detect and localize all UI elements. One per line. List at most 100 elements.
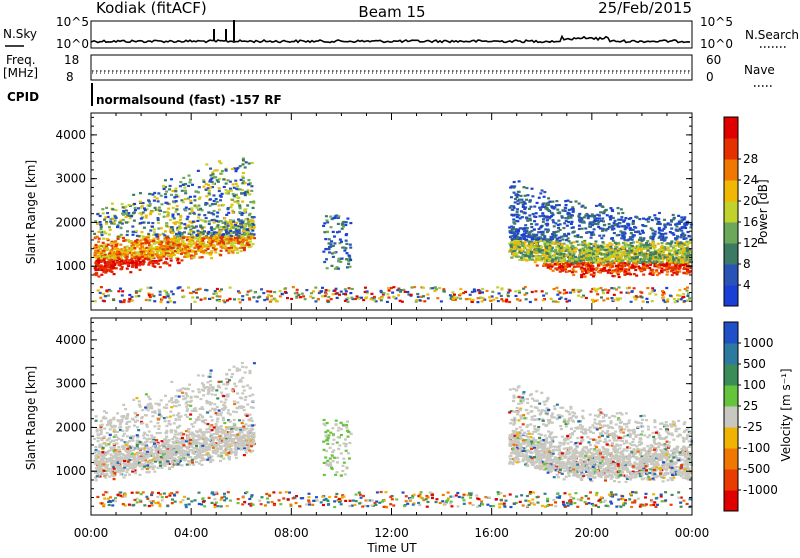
echo-cell	[188, 240, 191, 242]
echo-cell	[670, 240, 673, 242]
echo-cell	[539, 249, 542, 251]
echo-cell	[187, 185, 190, 187]
echo-cell	[129, 271, 132, 273]
echo-cell	[563, 259, 566, 261]
echo-cell	[151, 254, 154, 256]
echo-cell	[581, 252, 584, 254]
echo-cell	[139, 201, 142, 203]
echo-cell	[175, 200, 178, 202]
echo-cell	[94, 236, 97, 238]
echo-cell	[240, 250, 243, 252]
freq-label: Freq.	[6, 53, 36, 67]
echo-cell	[481, 300, 484, 302]
echo-cell	[338, 231, 341, 233]
echo-cell	[165, 202, 168, 204]
echo-cell	[634, 250, 637, 252]
echo-cell	[175, 208, 178, 210]
echo-cell	[677, 215, 680, 217]
echo-cell	[620, 265, 623, 267]
echo-cell	[560, 268, 563, 270]
echo-cell	[518, 259, 521, 261]
echo-cell	[242, 386, 245, 388]
echo-cell	[99, 224, 102, 226]
colorbar-swatch	[724, 117, 738, 139]
echo-cell	[649, 258, 652, 260]
echo-cell	[334, 268, 337, 270]
echo-cell	[174, 223, 177, 225]
echo-cell	[552, 243, 555, 245]
echo-cell	[242, 245, 245, 247]
echo-cell	[537, 238, 540, 240]
echo-cell	[686, 245, 689, 247]
echo-cell	[126, 234, 129, 236]
echo-cell	[211, 181, 214, 183]
echo-cell	[594, 223, 597, 225]
y-tick-label: 4000	[55, 128, 86, 142]
echo-cell	[686, 247, 689, 249]
echo-cell	[680, 259, 683, 261]
echo-cell	[610, 215, 613, 217]
echo-cell	[248, 193, 251, 195]
echo-cell	[130, 215, 133, 217]
echo-cell	[160, 203, 163, 205]
echo-cell	[249, 224, 252, 226]
echo-cell	[617, 269, 620, 271]
echo-cell	[658, 221, 661, 223]
echo-cell	[137, 235, 140, 237]
echo-cell	[253, 226, 256, 228]
echo-cell	[582, 264, 585, 266]
echo-cell	[685, 273, 688, 275]
echo-cell	[196, 296, 199, 298]
echo-cell	[226, 223, 229, 225]
echo-cell	[678, 228, 681, 230]
echo-cell	[507, 295, 510, 297]
echo-cell	[337, 258, 340, 260]
echo-cell	[497, 300, 500, 302]
echo-cell	[173, 217, 176, 219]
echo-cell	[194, 205, 197, 207]
echo-cell	[635, 263, 638, 265]
echo-cell	[236, 252, 239, 254]
echo-cell	[669, 261, 672, 263]
echo-cell	[680, 298, 683, 300]
echo-cell	[572, 268, 575, 270]
echo-cell	[202, 394, 205, 396]
echo-cell	[609, 262, 612, 264]
echo-cell	[172, 207, 175, 209]
echo-cell	[102, 293, 105, 295]
echo-cell	[526, 220, 529, 222]
echo-cell	[208, 298, 211, 300]
echo-cell	[669, 245, 672, 247]
echo-cell	[232, 249, 235, 251]
echo-cell	[590, 234, 593, 236]
echo-cell	[170, 178, 173, 180]
echo-cell	[599, 203, 602, 205]
echo-cell	[682, 296, 685, 298]
echo-cell	[660, 264, 663, 266]
echo-cell	[243, 249, 246, 251]
echo-cell	[191, 210, 194, 212]
echo-cell	[580, 266, 583, 268]
echo-cell	[646, 267, 649, 269]
echo-cell	[651, 287, 654, 289]
echo-cell	[571, 271, 574, 273]
echo-cell	[580, 276, 583, 278]
echo-cell	[325, 248, 328, 250]
echo-cell	[212, 237, 215, 239]
echo-cell	[646, 244, 649, 246]
echo-cell	[616, 234, 619, 236]
echo-cell	[218, 230, 221, 232]
echo-cell	[656, 274, 659, 276]
echo-cell	[214, 203, 217, 205]
echo-cell	[533, 205, 536, 207]
echo-cell	[224, 169, 227, 171]
echo-cell	[610, 287, 613, 289]
echo-cell	[344, 300, 347, 302]
echo-cell	[188, 181, 191, 183]
echo-cell	[529, 206, 532, 208]
echo-cell	[153, 237, 156, 239]
echo-cell	[542, 221, 545, 223]
echo-cell	[500, 295, 503, 297]
echo-cell	[390, 287, 393, 289]
echo-cell	[198, 198, 201, 200]
